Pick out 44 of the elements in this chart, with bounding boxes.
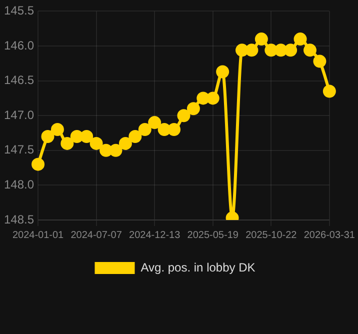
y-tick-label: 146.0: [4, 38, 34, 52]
point: [236, 44, 249, 57]
point: [206, 92, 220, 105]
y-tick-label: 147.0: [4, 108, 34, 122]
point: [186, 102, 200, 116]
point: [41, 130, 54, 143]
point: [90, 136, 103, 150]
y-tick-label: 148.5: [4, 212, 34, 226]
point: [264, 44, 278, 57]
point: [177, 109, 190, 122]
point: [284, 44, 298, 57]
point: [70, 130, 84, 143]
point: [109, 144, 122, 157]
point: [158, 123, 171, 136]
y-tick-label: 146.5: [4, 73, 34, 88]
x-tick-label: 2024-01-01: [12, 230, 64, 241]
point: [274, 44, 288, 57]
y-tick-label: 147.5: [4, 142, 34, 157]
x-tick-label: 2026-03-31: [304, 230, 356, 241]
x-tick-label: 2025-05-19: [187, 230, 239, 241]
point: [50, 123, 64, 136]
point: [313, 54, 326, 68]
x-tick-label: 2024-07-07: [70, 230, 122, 241]
point: [216, 65, 230, 78]
point: [254, 32, 268, 46]
point: [80, 130, 94, 143]
point: [168, 123, 181, 136]
y-tick-label: 148.0: [4, 178, 34, 192]
point: [196, 92, 210, 105]
point: [138, 123, 152, 136]
point: [118, 136, 132, 150]
x-tick-label: 2025-10-22: [246, 230, 298, 241]
point: [60, 136, 74, 150]
x-tick-label: 2024-12-13: [129, 230, 181, 241]
legend-label: Avg. pos. in lobby DK: [140, 260, 256, 274]
y-tick-label: 145.5: [4, 4, 34, 18]
point: [128, 130, 142, 143]
point: [304, 44, 316, 57]
point: [32, 158, 45, 171]
point: [148, 116, 162, 130]
point: [294, 32, 307, 46]
point: [322, 84, 336, 98]
point: [100, 144, 113, 157]
point: [245, 44, 258, 57]
